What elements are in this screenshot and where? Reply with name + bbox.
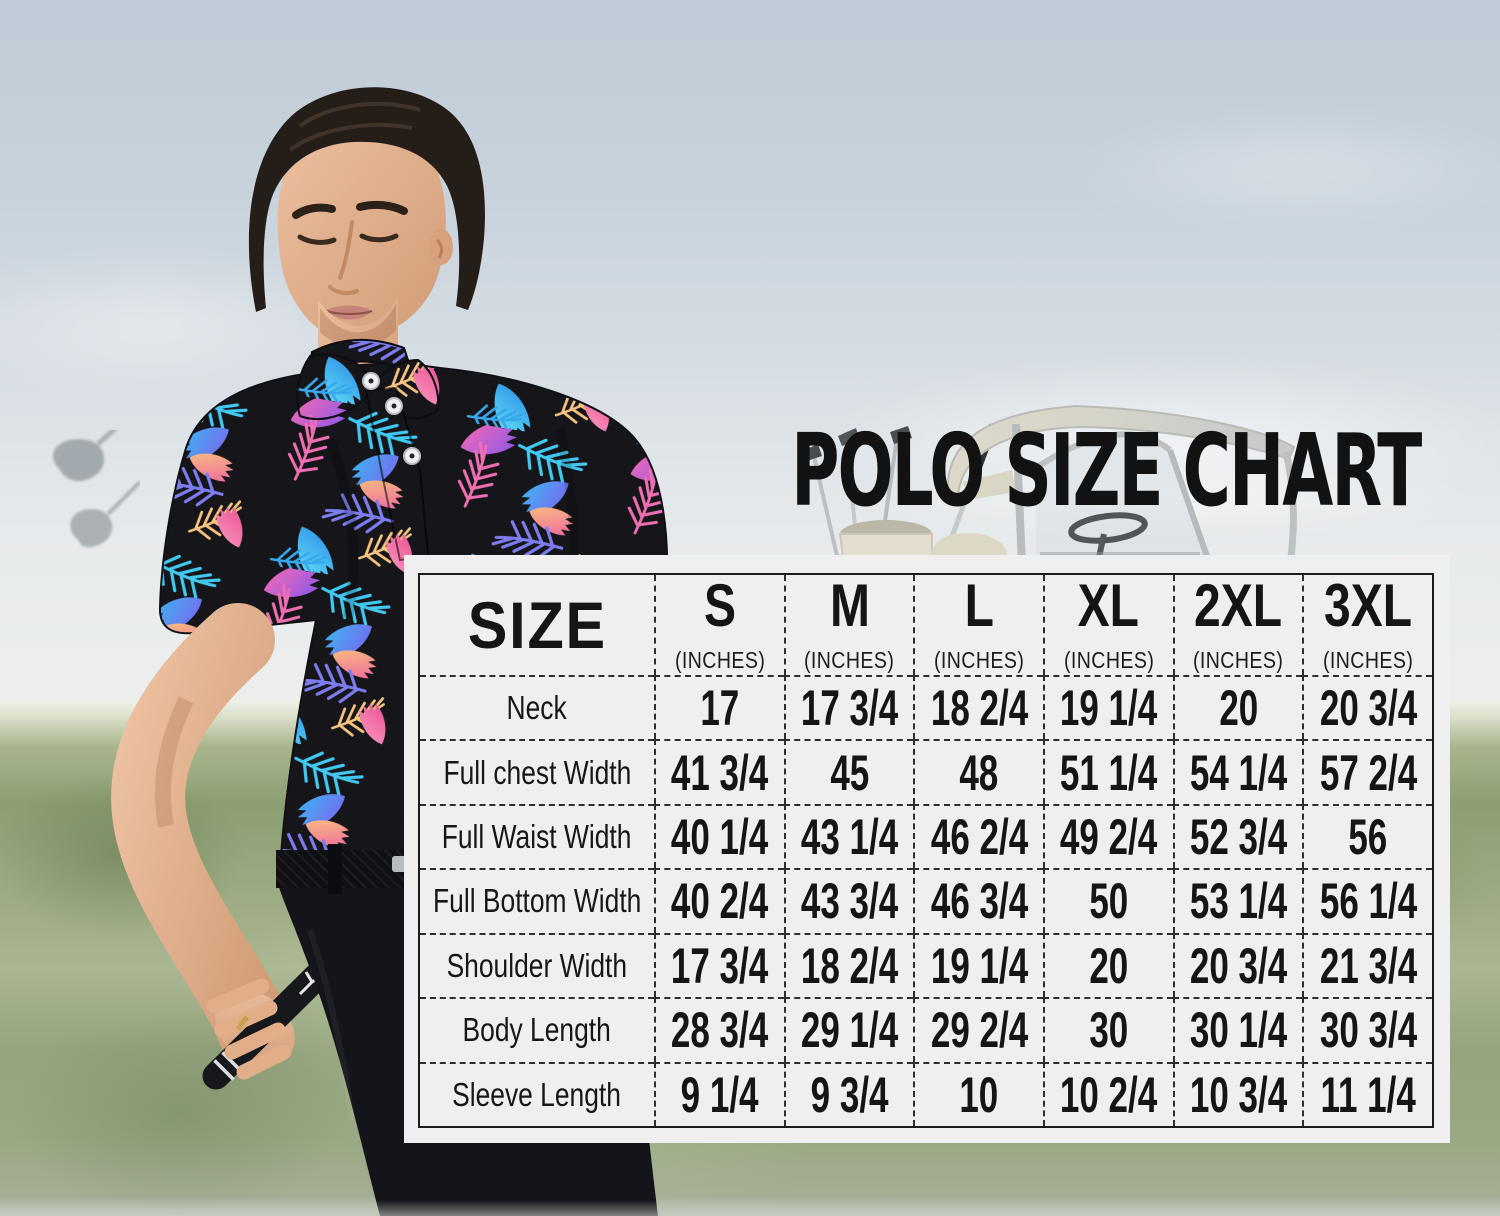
size-value: 17	[654, 675, 784, 740]
face	[277, 121, 446, 339]
size-value: 9 1/4	[654, 1061, 784, 1126]
header-col-m: M (INCHES)	[783, 575, 914, 675]
eyebrow	[292, 203, 336, 219]
cloud	[1060, 110, 1500, 230]
lips	[326, 305, 372, 320]
eye	[359, 233, 399, 243]
collar-flap	[296, 353, 374, 420]
size-value: 29 2/4	[913, 997, 1043, 1062]
size-value: 18 2/4	[783, 932, 914, 998]
size-value: 28 3/4	[654, 997, 784, 1062]
size-value: 17 3/4	[654, 932, 784, 998]
size-value: 46 2/4	[913, 803, 1043, 869]
size-value: 11 1/4	[1302, 1061, 1432, 1126]
iron-head-icon	[838, 428, 860, 446]
row-label-body-length: Body Length	[420, 997, 654, 1061]
head	[248, 87, 485, 339]
belt-loop	[328, 844, 342, 894]
size-value: 48	[913, 739, 1043, 804]
size-value: 30 3/4	[1302, 997, 1432, 1062]
size-chart-table: SIZE S (INCHES) M (INCHES) L (INCHES) XL (IN…	[418, 573, 1434, 1128]
size-value: 40 1/4	[654, 803, 784, 869]
header-col-xl: XL (INCHES)	[1043, 575, 1173, 675]
size-value: 17 3/4	[783, 675, 914, 740]
arm	[111, 603, 291, 1067]
size-value: 56 1/4	[1302, 868, 1432, 933]
size-value: 30	[1043, 997, 1173, 1062]
ring	[236, 1015, 249, 1031]
chart-title: POLO SIZE CHART	[791, 411, 1422, 529]
size-value: 30 1/4	[1172, 997, 1303, 1062]
iron-head-icon	[890, 426, 912, 444]
size-value: 50	[1043, 868, 1173, 933]
size-value: 46 3/4	[913, 868, 1043, 933]
size-value: 51 1/4	[1043, 739, 1173, 804]
size-value: 18 2/4	[913, 675, 1043, 740]
header-col-3xl: 3XL (INCHES)	[1302, 575, 1432, 675]
eye	[297, 234, 337, 245]
header-size: SIZE	[467, 588, 607, 662]
size-value: 57 2/4	[1302, 739, 1432, 804]
size-value: 9 3/4	[783, 1061, 914, 1126]
club-head-icon	[70, 509, 113, 548]
hair	[248, 87, 485, 312]
size-value: 53 1/4	[1172, 868, 1303, 933]
size-value: 56	[1302, 803, 1432, 869]
size-value: 10 3/4	[1172, 1061, 1303, 1126]
golf-cart	[800, 404, 1297, 565]
size-value: 49 2/4	[1043, 803, 1173, 869]
golf-clubs-silhouette	[53, 430, 140, 548]
size-value: 54 1/4	[1172, 739, 1303, 804]
size-value: 45	[783, 739, 914, 804]
size-value: 19 1/4	[913, 932, 1043, 998]
row-label-full-waist-width: Full Waist Width	[420, 803, 654, 868]
cart-canopy	[946, 404, 1296, 497]
size-value: 52 3/4	[1172, 803, 1303, 869]
size-value: 20 3/4	[1172, 932, 1303, 998]
size-value: 29 1/4	[783, 997, 914, 1062]
iron-head-icon	[800, 444, 822, 462]
size-value: 20	[1043, 932, 1173, 998]
club-head-icon	[53, 439, 105, 482]
size-value: 40 2/4	[654, 868, 784, 933]
shirt-buttons	[362, 372, 421, 465]
size-value: 20 3/4	[1302, 675, 1432, 740]
row-label-neck: Neck	[420, 675, 654, 739]
row-label-full-chest-width: Full chest Width	[420, 739, 654, 803]
size-value: 10	[913, 1061, 1043, 1126]
size-value: 43 3/4	[783, 868, 914, 933]
cart-windshield	[1036, 434, 1208, 565]
row-label-sleeve-length: Sleeve Length	[420, 1061, 654, 1126]
eyebrow	[356, 200, 408, 215]
size-value: 19 1/4	[1043, 675, 1173, 740]
header-col-2xl: 2XL (INCHES)	[1172, 575, 1303, 675]
size-value: 20	[1172, 675, 1303, 740]
size-value: 10 2/4	[1043, 1061, 1173, 1126]
cloud	[830, 465, 1500, 535]
size-value: 21 3/4	[1302, 932, 1432, 998]
size-chart-panel: SIZE S (INCHES) M (INCHES) L (INCHES) XL (IN…	[404, 555, 1450, 1143]
bottom-edge-haze	[0, 1200, 1500, 1216]
size-value: 41 3/4	[654, 739, 784, 804]
nose	[328, 220, 359, 296]
header-col-l: L (INCHES)	[913, 575, 1043, 675]
cloud	[810, 360, 1500, 530]
row-label-full-bottom-width: Full Bottom Width	[420, 868, 654, 932]
size-value: 43 1/4	[783, 803, 914, 869]
row-label-shoulder-width: Shoulder Width	[420, 932, 654, 997]
header-col-s: S (INCHES)	[654, 575, 784, 675]
